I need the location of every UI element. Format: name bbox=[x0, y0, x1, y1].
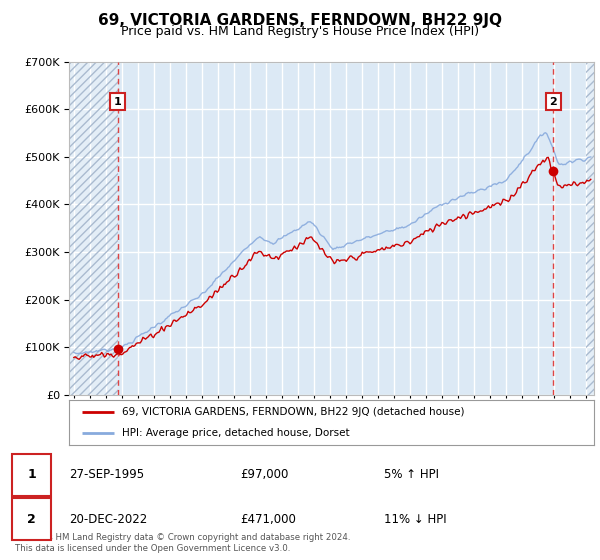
Text: 69, VICTORIA GARDENS, FERNDOWN, BH22 9JQ (detached house): 69, VICTORIA GARDENS, FERNDOWN, BH22 9JQ… bbox=[121, 408, 464, 418]
Text: Price paid vs. HM Land Registry's House Price Index (HPI): Price paid vs. HM Land Registry's House … bbox=[121, 25, 479, 38]
Text: 1: 1 bbox=[114, 96, 122, 106]
Text: 5% ↑ HPI: 5% ↑ HPI bbox=[384, 468, 439, 481]
Text: 69, VICTORIA GARDENS, FERNDOWN, BH22 9JQ: 69, VICTORIA GARDENS, FERNDOWN, BH22 9JQ bbox=[98, 13, 502, 28]
Text: HPI: Average price, detached house, Dorset: HPI: Average price, detached house, Dors… bbox=[121, 428, 349, 438]
Text: 11% ↓ HPI: 11% ↓ HPI bbox=[384, 513, 446, 526]
Text: 2: 2 bbox=[550, 96, 557, 106]
Text: 20-DEC-2022: 20-DEC-2022 bbox=[69, 513, 147, 526]
Text: £97,000: £97,000 bbox=[240, 468, 289, 481]
Text: 27-SEP-1995: 27-SEP-1995 bbox=[69, 468, 144, 481]
Text: £471,000: £471,000 bbox=[240, 513, 296, 526]
Text: 1: 1 bbox=[27, 468, 36, 481]
Text: Contains HM Land Registry data © Crown copyright and database right 2024.
This d: Contains HM Land Registry data © Crown c… bbox=[15, 533, 350, 553]
Text: 2: 2 bbox=[27, 513, 36, 526]
